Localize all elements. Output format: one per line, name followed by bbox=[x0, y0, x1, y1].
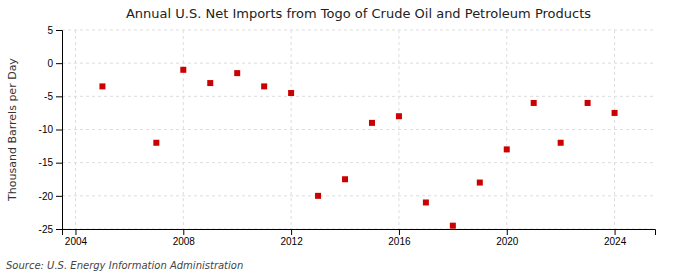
y-axis-tick-label: -5 bbox=[44, 91, 53, 102]
y-axis-tick-mark bbox=[56, 130, 62, 131]
point bbox=[558, 140, 564, 146]
point bbox=[261, 83, 267, 89]
x-axis-tick-label: 2024 bbox=[604, 236, 627, 247]
point bbox=[234, 70, 240, 76]
point bbox=[288, 90, 294, 96]
y-axis-tick: 0 bbox=[47, 58, 62, 69]
point bbox=[180, 67, 186, 73]
point bbox=[396, 113, 402, 119]
x-axis-tick-mark bbox=[399, 229, 400, 235]
grid-line-x bbox=[614, 30, 615, 229]
points bbox=[99, 67, 617, 229]
x-axis-tick-label: 2004 bbox=[65, 236, 88, 247]
grid bbox=[62, 30, 655, 229]
y-axis-tick-mark bbox=[56, 196, 62, 197]
x-axis-tick-mark bbox=[183, 229, 184, 235]
grid-line-x bbox=[398, 30, 399, 229]
x-axis-tick: 2012 bbox=[280, 229, 303, 247]
grid-line-y bbox=[62, 195, 655, 196]
grid-line-y bbox=[62, 129, 655, 130]
grid-line-y bbox=[62, 63, 655, 64]
y-axis-tick-mark bbox=[56, 96, 62, 97]
point bbox=[423, 199, 429, 205]
chart-svg: 2004 2008 2012 2016 2020 2024 5 0 -5 -10 -15 -20 -25… bbox=[0, 0, 675, 275]
title: Annual U.S. Net Imports from Togo of Cru… bbox=[126, 6, 591, 21]
x-axis-tick-label: 2012 bbox=[280, 236, 303, 247]
y-axis-domain bbox=[56, 31, 63, 230]
y-axis-tick-label: 0 bbox=[47, 58, 53, 69]
point bbox=[450, 223, 456, 229]
point bbox=[612, 110, 618, 116]
point bbox=[531, 100, 537, 106]
y-axis-tick-label: -25 bbox=[39, 224, 54, 235]
y-axis-title: Thousand Barrels per Day bbox=[6, 58, 19, 202]
y-axis: 5 0 -5 -10 -15 -20 -25 bbox=[39, 25, 63, 235]
plot-area: 2004 2008 2012 2016 2020 2024 5 0 -5 -10 -15 -20 -25 bbox=[39, 25, 656, 247]
grid-line-x bbox=[183, 30, 184, 229]
point bbox=[207, 80, 213, 86]
point bbox=[315, 193, 321, 199]
x-axis-tick-mark bbox=[615, 229, 616, 235]
grid-line-y bbox=[62, 30, 655, 31]
x-axis-tick: 2008 bbox=[173, 229, 196, 247]
grid-line-x bbox=[506, 30, 507, 229]
point bbox=[342, 176, 348, 182]
y-axis-tick-mark bbox=[56, 63, 62, 64]
y-axis-tick: -15 bbox=[39, 157, 62, 168]
x-axis-tick-label: 2020 bbox=[496, 236, 519, 247]
y-axis-tick: -25 bbox=[39, 224, 62, 235]
grid-line-x bbox=[75, 30, 76, 229]
point bbox=[477, 180, 483, 186]
point bbox=[504, 146, 510, 152]
annotation: Source: U.S. Energy Information Administ… bbox=[6, 260, 243, 271]
point bbox=[99, 83, 105, 89]
grid-line-y bbox=[62, 96, 655, 97]
y-axis-tick-mark bbox=[56, 163, 62, 164]
grid-line-y bbox=[62, 162, 655, 163]
y-axis-tick-label: -20 bbox=[39, 191, 54, 202]
y-axis-tick: 5 bbox=[47, 25, 62, 36]
y-axis-tick-label: -10 bbox=[39, 124, 54, 135]
x-axis-tick-mark bbox=[291, 229, 292, 235]
point bbox=[153, 140, 159, 146]
x-axis-tick-mark bbox=[507, 229, 508, 235]
y-axis-tick: -20 bbox=[39, 191, 62, 202]
x-axis-tick: 2004 bbox=[65, 229, 88, 247]
chart-container: 2004 2008 2012 2016 2020 2024 5 0 -5 -10 -15 -20 -25… bbox=[0, 0, 675, 275]
y-axis-tick-label: -15 bbox=[39, 157, 54, 168]
x-axis-tick: 2020 bbox=[496, 229, 519, 247]
x-axis-tick-label: 2008 bbox=[173, 236, 196, 247]
x-axis-tick-mark bbox=[75, 229, 76, 235]
y-axis-tick-mark bbox=[56, 229, 62, 230]
x-axis-domain bbox=[63, 230, 656, 236]
point bbox=[585, 100, 591, 106]
x-axis-tick: 2016 bbox=[388, 229, 411, 247]
x-axis-tick-label: 2016 bbox=[388, 236, 411, 247]
point bbox=[369, 120, 375, 126]
y-axis-tick-mark bbox=[56, 30, 62, 31]
x-axis-tick: 2024 bbox=[604, 229, 627, 247]
y-axis-tick: -10 bbox=[39, 124, 62, 135]
x-axis: 2004 2008 2012 2016 2020 2024 bbox=[63, 229, 656, 247]
grid-line-x bbox=[291, 30, 292, 229]
y-axis-tick: -5 bbox=[44, 91, 62, 102]
y-axis-tick-label: 5 bbox=[47, 25, 53, 36]
